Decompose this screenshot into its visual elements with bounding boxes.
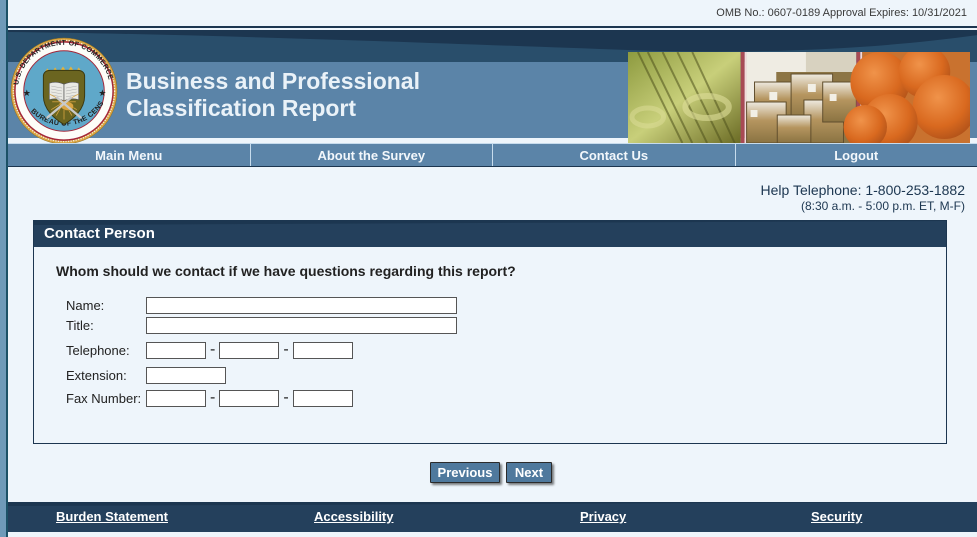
svg-text:★: ★	[98, 88, 106, 98]
svg-text:★: ★	[23, 88, 31, 98]
